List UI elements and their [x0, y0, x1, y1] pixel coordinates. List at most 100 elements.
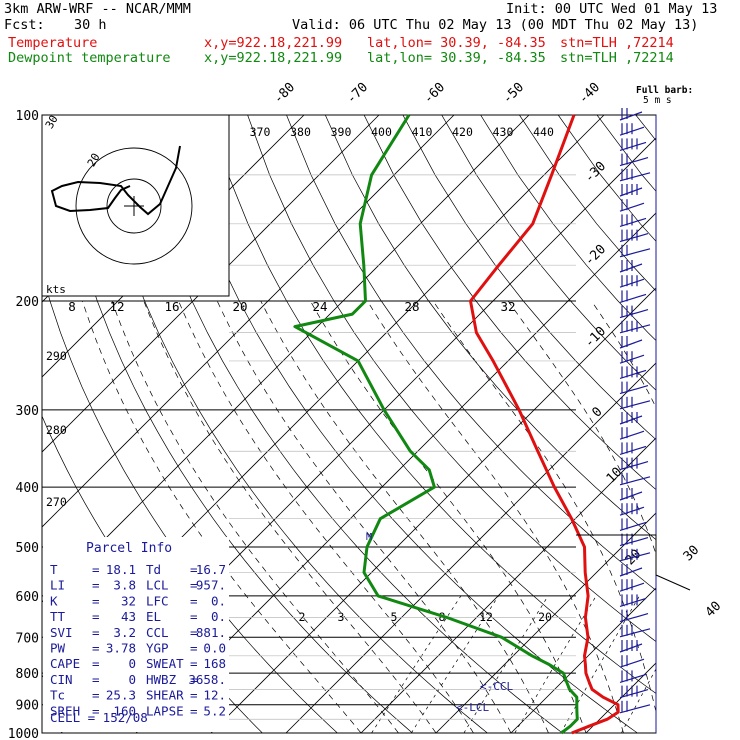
dew-xy: x,y=922.18,221.99: [204, 50, 343, 66]
wind-barb: [619, 108, 643, 121]
wind-barb-staff: [619, 461, 649, 471]
theta-side-label: 270: [46, 495, 67, 509]
wind-barb: [619, 518, 647, 531]
pressure-label: 1000: [8, 727, 39, 740]
isotherm-label: 30: [681, 543, 703, 565]
parcel-row-eq: =: [92, 609, 100, 624]
wind-barb-staff: [619, 552, 651, 562]
height-label: 20: [232, 299, 247, 314]
isotherm-label: 40: [703, 599, 725, 621]
pressure-label: 300: [16, 404, 39, 419]
parcel-row-label: EL: [146, 609, 161, 624]
isotherm-label: -50: [500, 80, 527, 107]
height-label: 24: [312, 299, 327, 314]
theta-label: 400: [371, 125, 392, 139]
isotherm-line: [210, 287, 656, 733]
mixing-ratio-line: [514, 595, 597, 733]
parcel-info-bg: [43, 537, 229, 732]
wind-barb-staff: [619, 628, 651, 638]
isotherm-line: [42, 115, 455, 528]
wind-barb: [619, 594, 647, 607]
parcel-row-label: SWEAT: [146, 656, 184, 671]
parcel-row-value: 25.3: [106, 688, 136, 703]
parcel-row-label: PW: [50, 641, 66, 656]
forecast-label: Fcst:: [4, 17, 45, 33]
wind-barb-staff: [619, 141, 647, 151]
theta-label: 420: [452, 125, 473, 139]
dry-adiabat-line: [441, 115, 656, 391]
parcel-row-label: LI: [50, 578, 65, 593]
wind-barb-staff: [619, 597, 647, 607]
wind-barb-staff: [619, 293, 647, 303]
dry-adiabat-line: [596, 115, 656, 192]
wind-barb: [619, 700, 651, 714]
hodograph-trace: [50, 145, 181, 216]
frame-right-step: [576, 534, 691, 591]
parcel-row-eq: =: [190, 609, 198, 624]
dry-adiabat-line: [247, 115, 656, 642]
parcel-row-label: HWBZ: [146, 672, 177, 687]
isotherm-line: [360, 437, 656, 733]
wind-barb: [619, 381, 649, 395]
parcel-row-eq: =: [190, 641, 198, 656]
wind-barb: [619, 351, 645, 364]
valid-time: Valid: 06 UTC Thu 02 May 13 (00 MDT Thu …: [292, 17, 699, 33]
wind-barb: [619, 442, 647, 455]
hodograph: 30 20 kts: [41, 113, 230, 297]
parcel-row-label: CIN: [50, 672, 73, 687]
wind-barb: [619, 320, 651, 334]
wind-barb: [619, 472, 651, 486]
dry-adiabat-line: [53, 115, 413, 733]
forecast-hour: 30 h: [74, 17, 107, 33]
wind-barb-staff: [619, 385, 649, 395]
pressure-label: 400: [16, 481, 39, 496]
parcel-row-value: 0: [128, 656, 136, 671]
theta-labels: 370 380 390 400 410 420 430 440 290 280 270: [46, 125, 554, 509]
wind-barb: [619, 184, 643, 197]
wind-barb-column: Full barb: 5 m s: [619, 85, 693, 733]
wind-barb-staff: [619, 673, 647, 683]
dry-adiabat-line: [91, 115, 488, 733]
parcel-row-label: CCL: [146, 625, 169, 640]
wind-barb: [619, 305, 649, 319]
dry-adiabat-line: [208, 115, 656, 694]
parcel-row-value: 168: [203, 656, 226, 671]
temp-station: stn=TLH ,72214: [560, 35, 674, 51]
isotherm-line: [435, 512, 656, 733]
parcel-row-eq: =: [190, 672, 198, 687]
hodograph-ring-label: 30: [43, 113, 61, 131]
hodograph-ring-outer: [75, 147, 193, 265]
parcel-row-label: Td: [146, 562, 161, 577]
parcel-row-value: 12.: [203, 688, 226, 703]
parcel-row-eq: =: [92, 672, 100, 687]
wind-barb-staff: [619, 445, 647, 455]
wind-barb-staff: [619, 233, 649, 243]
parcel-row-eq: =: [190, 562, 198, 577]
parcel-info-panel: Parcel Info T = 18.1 Td =16.7LI = 3.8 LCL =957.K…: [43, 537, 229, 732]
parcel-row-label: K: [50, 593, 58, 608]
wind-barb-staff: [619, 613, 649, 623]
isotherm-line: [42, 115, 530, 603]
wind-barb: [619, 336, 643, 349]
wind-barb-staff: [619, 202, 645, 212]
parcel-row-eq: =: [92, 578, 100, 593]
parcel-row-eq: =: [92, 625, 100, 640]
parcel-row-label: T: [50, 562, 58, 577]
parcel-row-label: LAPSE: [146, 703, 184, 718]
moist-adiabat-line: [143, 300, 437, 733]
wind-barb: [619, 609, 649, 623]
isotherm-line: [42, 115, 380, 453]
hodograph-ring-inner: [106, 178, 162, 234]
parcel-row-value: 3.2: [113, 625, 136, 640]
init-time: Init: 00 UTC Wed 01 May 13: [506, 1, 718, 17]
wind-barb: [619, 427, 645, 440]
header: 3km ARW-WRF -- NCAR/MMM Init: 00 UTC Wed…: [0, 0, 740, 70]
wind-barb-staff: [619, 415, 643, 425]
parcel-row-value: 3.78: [106, 641, 136, 656]
wind-barb-staff: [619, 187, 643, 197]
parcel-row-value: 0: [128, 672, 136, 687]
dry-adiabat-line: [130, 115, 563, 733]
legend-dewpoint: Dewpoint temperature: [8, 50, 171, 66]
theta-label: 370: [250, 125, 271, 139]
